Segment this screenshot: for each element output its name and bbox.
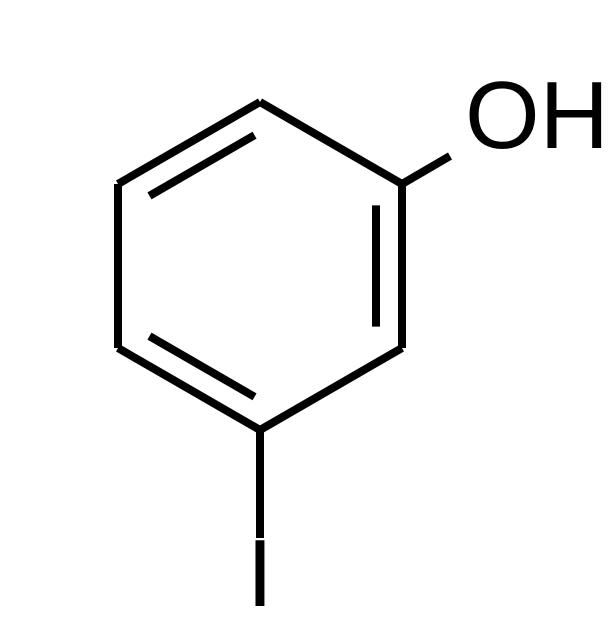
substituent-bond-0 xyxy=(402,156,450,184)
label-oh: OH xyxy=(465,62,609,169)
label-i: I xyxy=(247,520,274,627)
ring-bond-2 xyxy=(260,348,402,430)
molecule-diagram: OH I xyxy=(0,0,609,640)
ring-bond-0 xyxy=(260,102,402,184)
ring-bond-3-inner xyxy=(149,336,254,397)
ring-bond-5-inner xyxy=(149,135,254,196)
